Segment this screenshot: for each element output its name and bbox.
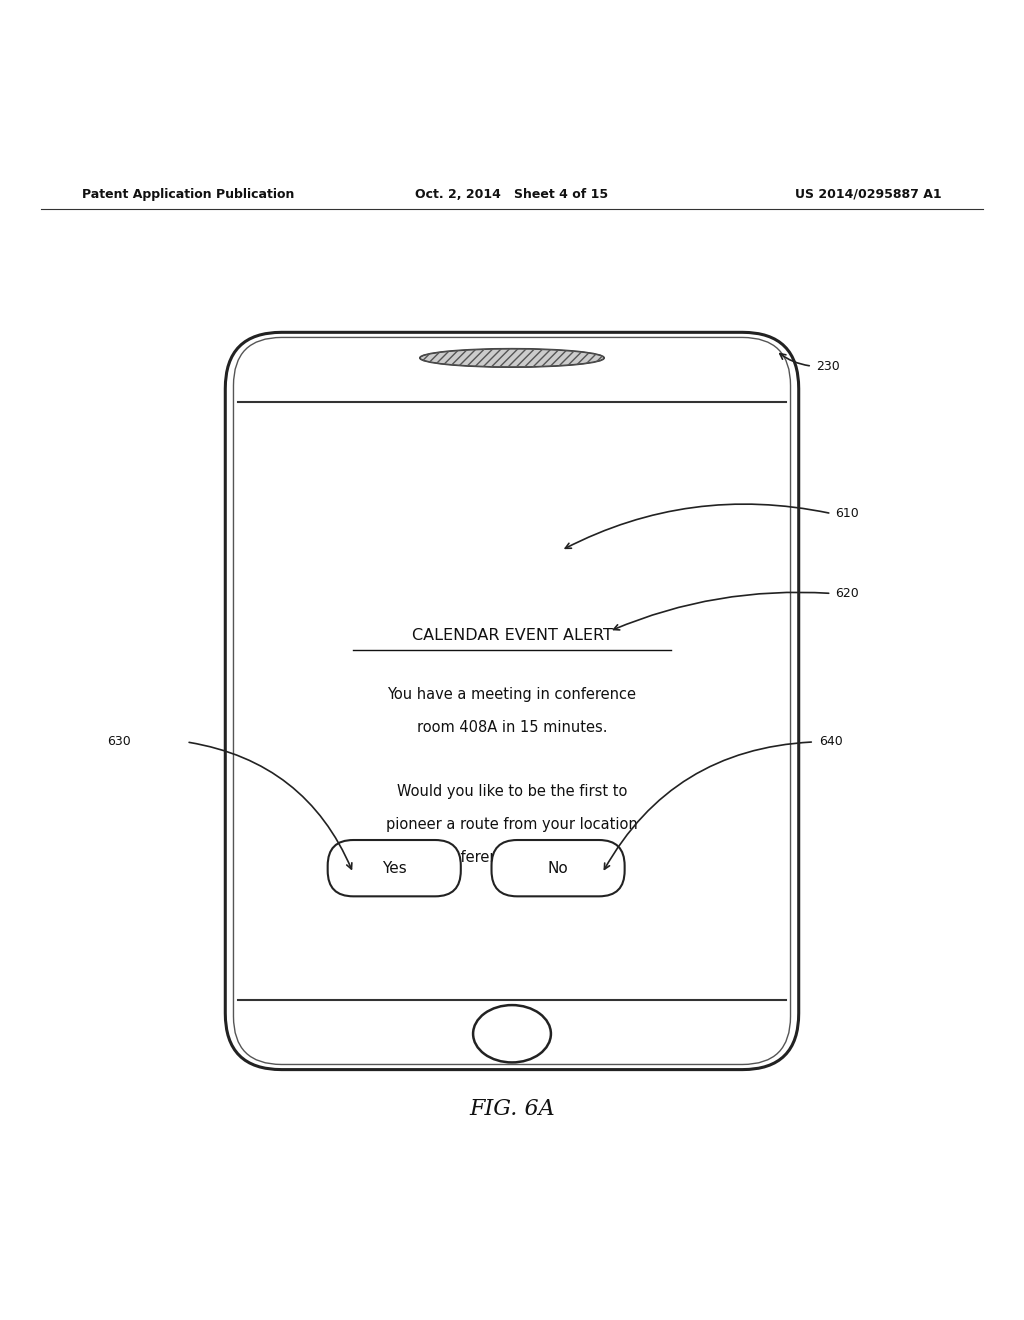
Text: room 408A in 15 minutes.: room 408A in 15 minutes. bbox=[417, 719, 607, 735]
Text: US 2014/0295887 A1: US 2014/0295887 A1 bbox=[796, 187, 942, 201]
FancyBboxPatch shape bbox=[328, 840, 461, 896]
Text: Yes: Yes bbox=[382, 861, 407, 875]
Text: You have a meeting in conference: You have a meeting in conference bbox=[387, 688, 637, 702]
Text: 620: 620 bbox=[836, 587, 859, 599]
Text: 610: 610 bbox=[836, 507, 859, 520]
Text: 640: 640 bbox=[819, 735, 843, 748]
Ellipse shape bbox=[420, 348, 604, 367]
Text: CALENDAR EVENT ALERT: CALENDAR EVENT ALERT bbox=[412, 628, 612, 643]
Text: Patent Application Publication: Patent Application Publication bbox=[82, 187, 294, 201]
Text: Oct. 2, 2014   Sheet 4 of 15: Oct. 2, 2014 Sheet 4 of 15 bbox=[416, 187, 608, 201]
Ellipse shape bbox=[473, 1005, 551, 1063]
FancyBboxPatch shape bbox=[492, 840, 625, 896]
FancyBboxPatch shape bbox=[225, 333, 799, 1069]
Text: Would you like to be the first to: Would you like to be the first to bbox=[397, 784, 627, 800]
Text: 630: 630 bbox=[108, 735, 131, 748]
Text: pioneer a route from your location: pioneer a route from your location bbox=[386, 817, 638, 832]
Text: 230: 230 bbox=[816, 359, 840, 372]
Text: No: No bbox=[548, 861, 568, 875]
Text: to conference room 408A?: to conference room 408A? bbox=[416, 850, 608, 865]
Text: FIG. 6A: FIG. 6A bbox=[469, 1097, 555, 1119]
